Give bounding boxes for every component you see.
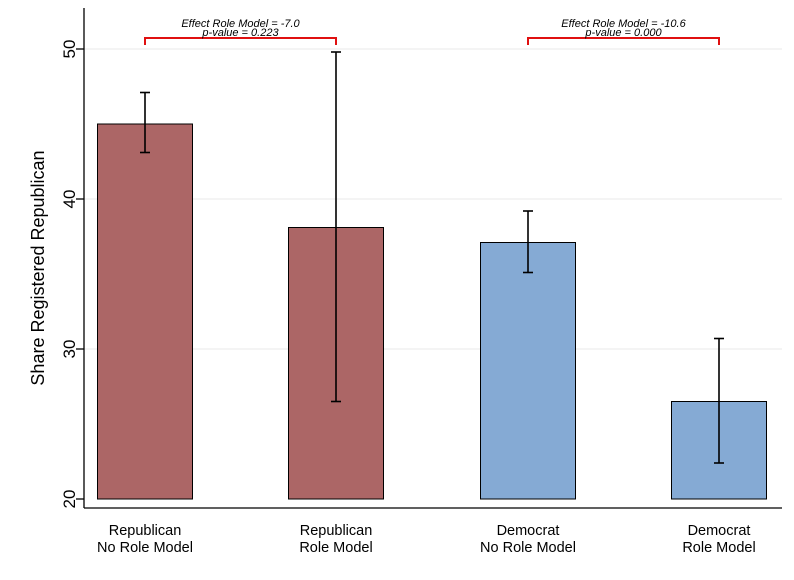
x-tick-label-1-line2: Role Model xyxy=(299,540,372,556)
y-tick-label-30: 30 xyxy=(60,340,79,359)
y-tick-label-40: 40 xyxy=(60,190,79,209)
x-tick-label-0-line1: Republican xyxy=(109,523,182,539)
bar-2 xyxy=(480,242,576,500)
x-tick-label-2-line2: No Role Model xyxy=(480,540,576,556)
comparison-bracket-1 xyxy=(527,37,720,45)
x-tick-label-3-line1: Democrat xyxy=(688,523,751,539)
bar-0 xyxy=(97,123,193,500)
x-tick-label-1-line1: Republican xyxy=(300,523,373,539)
error-bars xyxy=(140,51,724,464)
y-tick-label-20: 20 xyxy=(60,490,79,509)
y-tick-label-50: 50 xyxy=(60,40,79,59)
bars xyxy=(97,123,767,500)
annotations: Effect Role Model = -7.0p-value = 0.223 E… xyxy=(144,18,720,45)
x-tick-label-0-line2: No Role Model xyxy=(97,540,193,556)
x-tick-label-2-line1: Democrat xyxy=(497,523,560,539)
comparison-bracket-0 xyxy=(144,37,337,45)
effect-annotation-0: Effect Role Model = -7.0 xyxy=(181,18,300,30)
x-tick-label-3-line2: Role Model xyxy=(682,540,755,556)
pvalue-annotation-0: p-value = 0.223 xyxy=(201,27,279,39)
pvalue-annotation-1: p-value = 0.000 xyxy=(584,27,662,39)
gridlines xyxy=(84,48,782,350)
effect-annotation-1: Effect Role Model = -10.6 xyxy=(561,18,686,30)
y-axis-label: Share Registered Republican xyxy=(28,150,48,385)
